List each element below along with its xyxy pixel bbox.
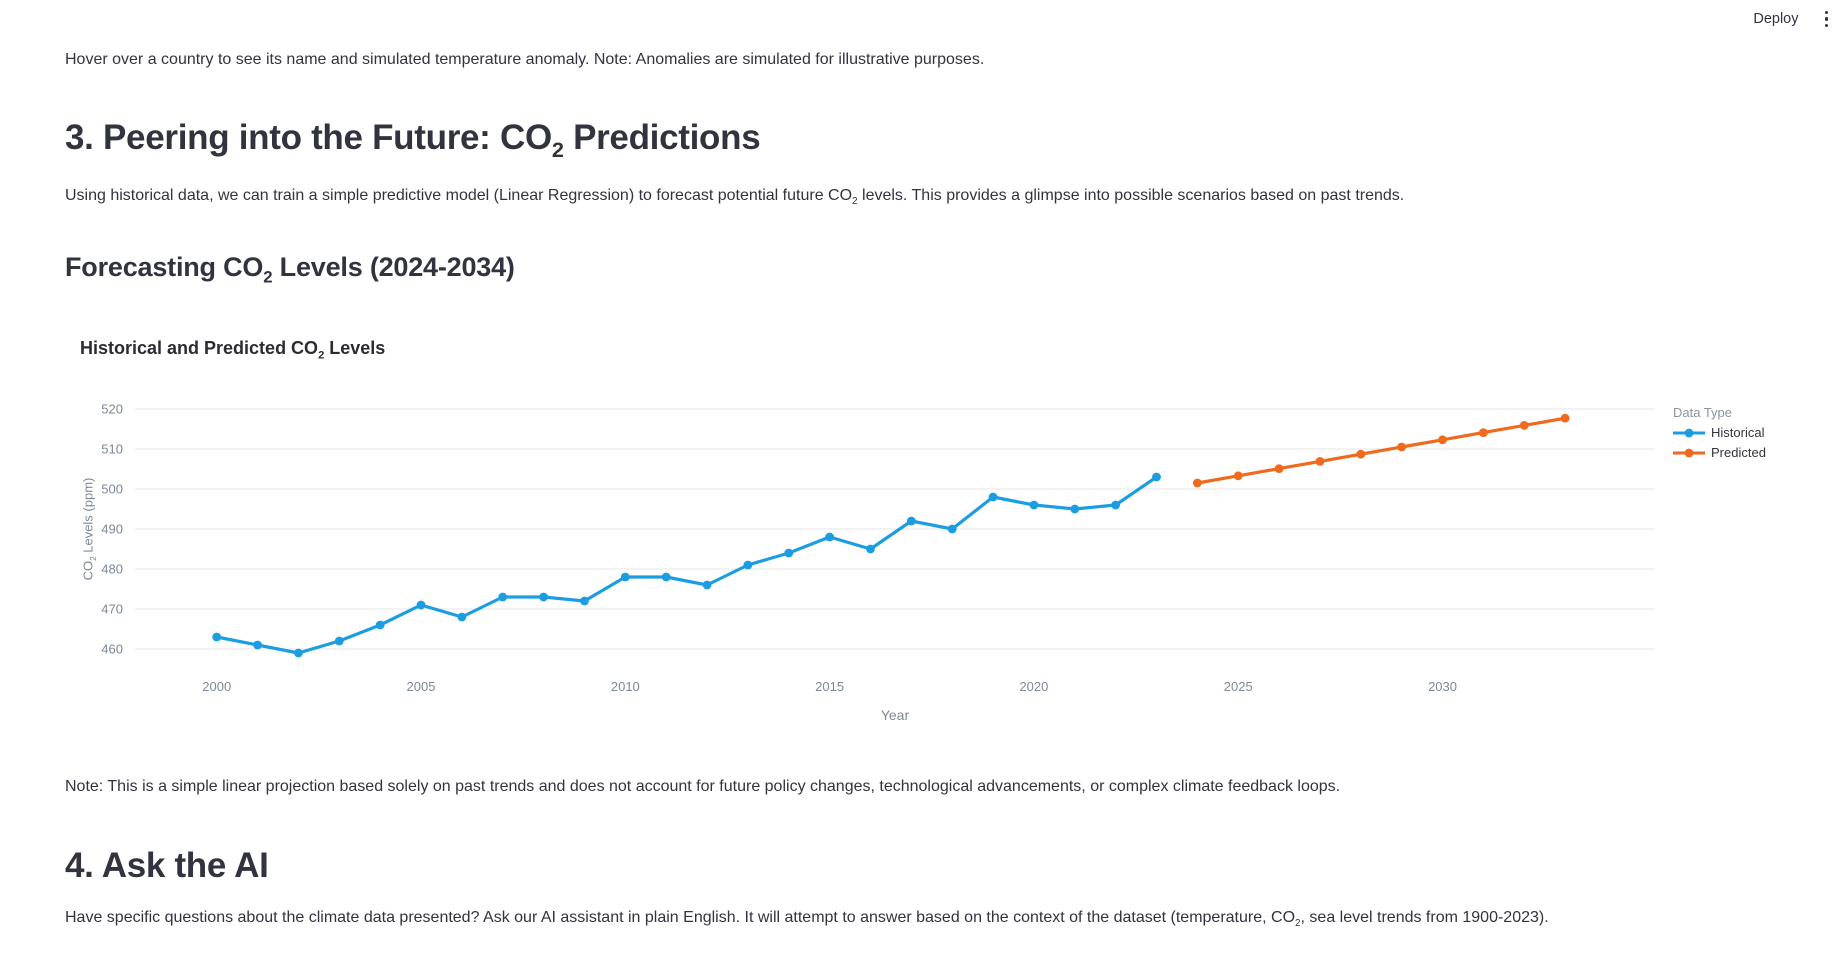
data-point-predicted[interactable] (1356, 449, 1366, 459)
data-point-historical[interactable] (947, 524, 957, 534)
legend-marker-point (1684, 448, 1694, 458)
data-point-historical[interactable] (906, 516, 916, 526)
legend-marker-point (1684, 428, 1694, 438)
data-point-predicted[interactable] (1233, 471, 1243, 481)
data-point-historical[interactable] (539, 592, 549, 602)
data-point-historical[interactable] (866, 544, 875, 554)
data-point-historical[interactable] (825, 532, 835, 542)
x-tick-label: 2010 (611, 679, 640, 694)
data-point-historical[interactable] (457, 612, 467, 622)
section4-description-sub: 2 (1295, 918, 1301, 930)
data-point-predicted[interactable] (1274, 464, 1284, 473)
data-point-historical[interactable] (294, 648, 303, 658)
legend-label-historical: Historical (1711, 425, 1765, 440)
data-point-historical[interactable] (212, 632, 222, 642)
data-point-historical[interactable] (1111, 500, 1121, 510)
data-point-predicted[interactable] (1315, 457, 1325, 466)
data-point-historical[interactable] (702, 580, 712, 590)
chart-title: Historical and Predicted CO2 Levels (80, 338, 386, 362)
section3-heading-sub: 2 (551, 137, 564, 162)
data-point-historical[interactable] (334, 636, 344, 646)
series-line-predicted (1195, 416, 1567, 485)
x-tick-label: 2000 (202, 679, 231, 694)
data-point-historical[interactable] (661, 572, 671, 582)
chart-title-sub: 2 (318, 349, 325, 362)
kebab-menu-icon[interactable] (1821, 7, 1833, 32)
y-tick-label: 520 (101, 402, 123, 417)
data-point-historical[interactable] (620, 572, 630, 582)
data-point-historical[interactable] (416, 600, 426, 610)
forecast-subheading-sub: 2 (263, 267, 273, 287)
co2-chart-svg: 460 470 480 490 500 510 520 2000 2005 2010 2015 202… (101, 402, 1766, 724)
data-point-historical[interactable] (743, 560, 753, 570)
section4-description-text: Have specific questions about the climat… (65, 909, 1296, 926)
y-tick-label: 460 (101, 642, 123, 657)
map-hover-caption: Hover over a country to see its name and… (65, 51, 985, 68)
x-tick-label: 2030 (1428, 679, 1457, 694)
deploy-button[interactable]: Deploy (1751, 7, 1800, 31)
y-tick-label: 480 (101, 562, 123, 577)
forecast-subheading-text: Forecasting CO (65, 252, 264, 282)
section3-description-sub: 2 (852, 196, 858, 208)
y-tick-label: 500 (101, 482, 123, 497)
section4-description-text: , sea level trends from 1900-2023). (1300, 909, 1549, 926)
chart-title-text: Historical and Predicted CO (80, 338, 319, 358)
y-tick-label: 510 (101, 442, 123, 457)
data-point-historical[interactable] (580, 596, 589, 606)
data-point-predicted[interactable] (1478, 428, 1488, 437)
x-tick-label: 2020 (1019, 679, 1048, 694)
series-line-historical (215, 475, 1159, 655)
x-axis-title: Year (881, 707, 910, 723)
data-point-historical[interactable] (1070, 504, 1080, 514)
section3-description-text: levels. This provides a glimpse into pos… (857, 187, 1405, 204)
chart-note: Note: This is a simple linear projection… (65, 778, 1341, 795)
y-tick-label: 490 (101, 522, 123, 537)
x-tick-label: 2005 (407, 679, 436, 694)
data-point-historical[interactable] (988, 492, 998, 502)
data-point-predicted[interactable] (1519, 421, 1529, 430)
x-tick-label: 2015 (815, 679, 844, 694)
section3-heading-text: Predictions (563, 118, 761, 157)
x-tick-label: 2025 (1224, 679, 1253, 694)
data-point-historical[interactable] (498, 592, 508, 602)
data-point-historical[interactable] (784, 548, 794, 558)
forecast-subheading-text: Levels (2024-2034) (272, 252, 515, 282)
section3-description: Using historical data, we can train a si… (65, 184, 1565, 208)
section4-description: Have specific questions about the climat… (65, 906, 1605, 930)
chart-title-text: Levels (324, 338, 386, 358)
section3-description-text: Using historical data, we can train a si… (65, 187, 853, 204)
data-point-predicted[interactable] (1560, 413, 1570, 423)
data-point-predicted[interactable] (1397, 442, 1407, 452)
data-point-historical[interactable] (375, 620, 385, 630)
section3-heading-text: 3. Peering into the Future: CO (65, 118, 552, 157)
data-point-historical[interactable] (1152, 472, 1161, 482)
section4-heading: 4. Ask the AI (65, 846, 269, 885)
data-point-historical[interactable] (1029, 500, 1039, 510)
y-tick-label: 470 (101, 602, 123, 617)
forecast-subheading: Forecasting CO2 Levels (2024-2034) (65, 252, 1265, 287)
app-toolbar: Deploy (0, 0, 1847, 38)
section3-heading: 3. Peering into the Future: CO2 Predicti… (65, 118, 1565, 160)
legend-label-predicted: Predicted (1711, 445, 1766, 460)
data-point-predicted[interactable] (1192, 478, 1202, 488)
legend-title: Data Type (1673, 405, 1732, 420)
data-point-predicted[interactable] (1438, 435, 1447, 445)
data-point-historical[interactable] (253, 640, 262, 650)
